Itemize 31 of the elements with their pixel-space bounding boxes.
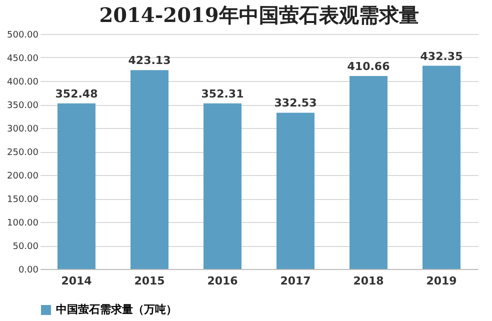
- y-tick-label: 500.00: [7, 30, 39, 40]
- y-tick-label: 300.00: [7, 124, 39, 134]
- y-tick-label: 50.00: [12, 242, 39, 252]
- chart-title: 2014-2019年中国萤石表观需求量: [99, 3, 419, 27]
- x-tick-label: 2019: [426, 274, 457, 288]
- x-tick-label: 2017: [280, 274, 311, 288]
- y-tick-label: 400.00: [7, 78, 39, 88]
- bar: [204, 103, 242, 269]
- x-tick-label: 2014: [61, 274, 92, 288]
- y-tick-label: 100.00: [7, 218, 39, 228]
- x-tick-label: 2016: [207, 274, 238, 288]
- data-label: 423.13: [128, 54, 171, 68]
- y-tick-label: 450.00: [7, 54, 39, 64]
- data-label: 352.48: [55, 87, 98, 100]
- data-label: 410.66: [347, 60, 390, 73]
- y-tick-label: 150.00: [7, 195, 39, 205]
- data-label: 432.35: [420, 50, 463, 63]
- y-tick-label: 350.00: [7, 101, 39, 111]
- y-tick-label: 0.00: [18, 266, 39, 276]
- y-tick-label: 250.00: [7, 148, 39, 158]
- bar: [350, 76, 388, 269]
- bar: [276, 112, 314, 269]
- bar: [422, 66, 460, 269]
- bar: [58, 103, 96, 269]
- legend-label: 中国萤石需求量（万吨）: [56, 303, 177, 316]
- x-tick-label: 2015: [134, 274, 165, 288]
- y-tick-label: 200.00: [7, 172, 39, 182]
- data-label: 332.53: [274, 96, 317, 110]
- data-label: 352.31: [201, 87, 244, 100]
- bar: [130, 70, 168, 269]
- x-tick-label: 2018: [353, 274, 384, 288]
